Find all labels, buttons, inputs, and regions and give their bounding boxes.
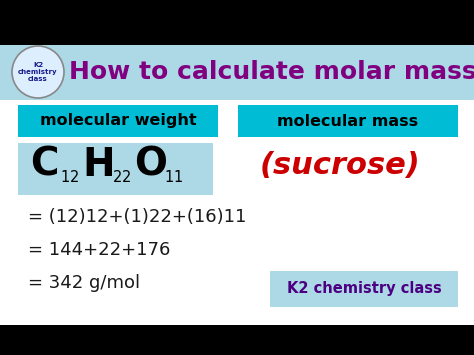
FancyBboxPatch shape (18, 105, 218, 137)
Text: K2
chemistry
class: K2 chemistry class (18, 62, 58, 82)
Text: H: H (82, 146, 115, 184)
FancyBboxPatch shape (0, 45, 474, 325)
FancyBboxPatch shape (0, 0, 474, 45)
Text: molecular weight: molecular weight (40, 114, 196, 129)
FancyBboxPatch shape (0, 45, 474, 100)
Text: = 144+22+176: = 144+22+176 (28, 241, 170, 259)
Text: C: C (30, 146, 58, 184)
Text: = (12)12+(1)22+(16)11: = (12)12+(1)22+(16)11 (28, 208, 246, 226)
FancyBboxPatch shape (0, 325, 474, 355)
FancyBboxPatch shape (270, 271, 458, 307)
Text: = 342 g/mol: = 342 g/mol (28, 274, 140, 292)
Circle shape (12, 46, 64, 98)
Text: (sucrose): (sucrose) (260, 151, 420, 180)
Text: K2 chemistry class: K2 chemistry class (287, 282, 441, 296)
Text: O: O (134, 146, 167, 184)
Text: $_{11}$: $_{11}$ (164, 165, 183, 185)
FancyBboxPatch shape (18, 143, 213, 195)
Text: $_{12}$: $_{12}$ (60, 165, 79, 185)
Text: $_{22}$: $_{22}$ (112, 165, 131, 185)
Text: molecular mass: molecular mass (277, 114, 419, 129)
Text: How to calculate molar mass?: How to calculate molar mass? (69, 60, 474, 84)
FancyBboxPatch shape (238, 105, 458, 137)
